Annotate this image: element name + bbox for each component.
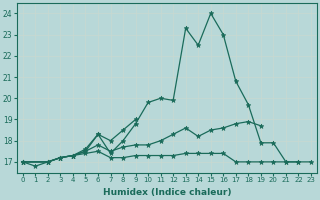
X-axis label: Humidex (Indice chaleur): Humidex (Indice chaleur) bbox=[103, 188, 231, 197]
